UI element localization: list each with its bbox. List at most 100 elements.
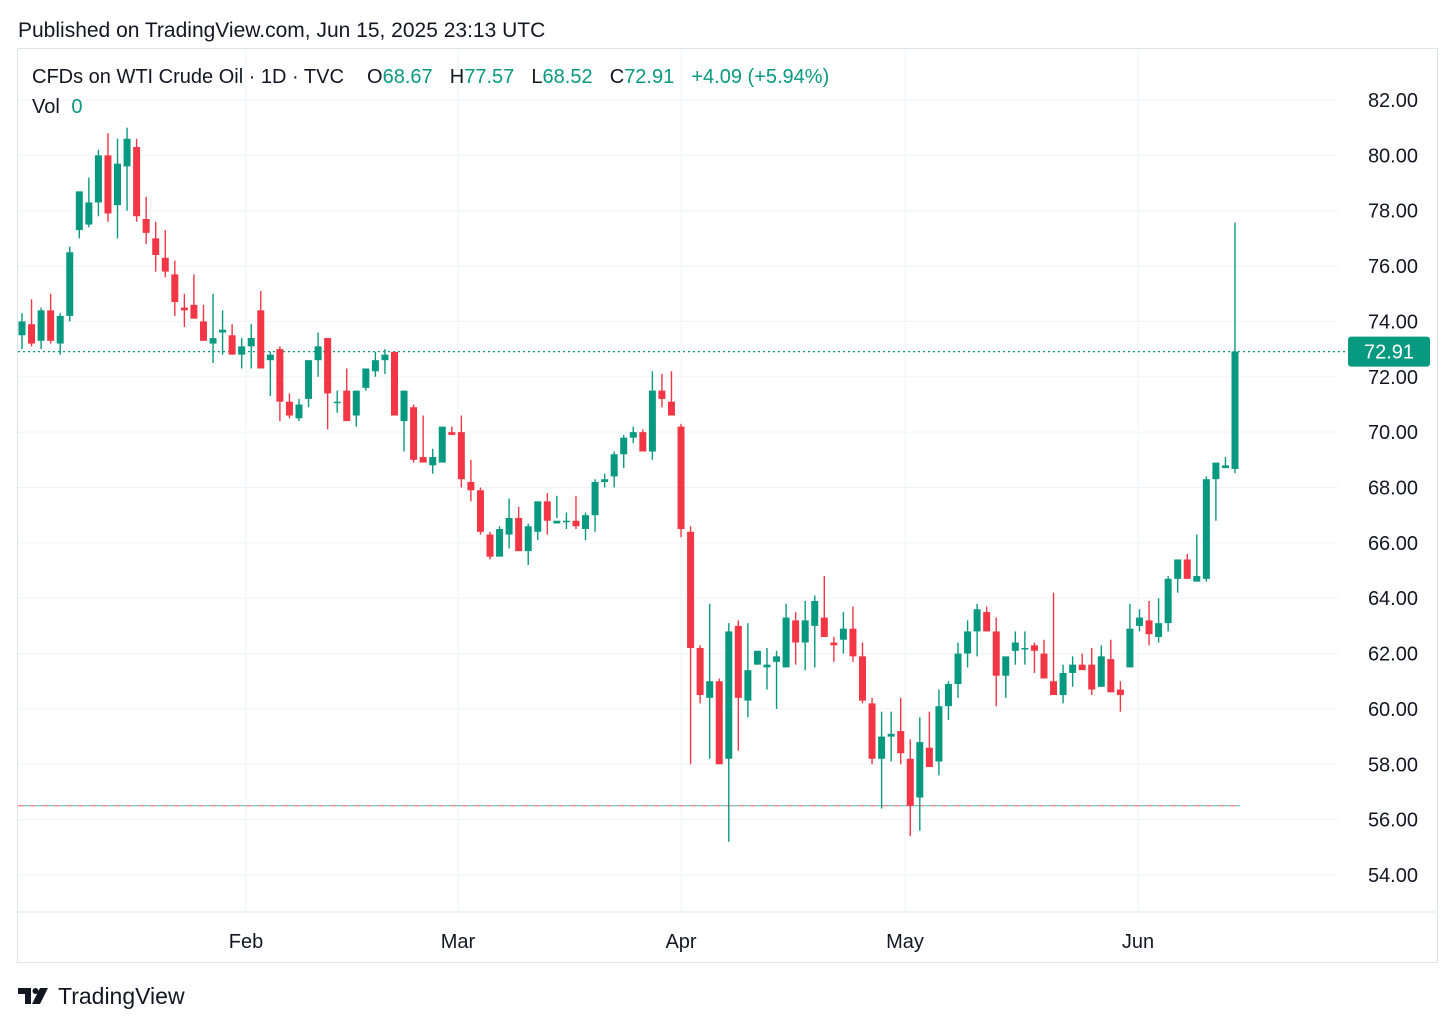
volume-value: 0 [71, 96, 83, 118]
candle-body [467, 481, 475, 491]
candle-body [104, 155, 112, 214]
y-tick-label: 64.00 [1368, 588, 1418, 610]
candle-body [925, 747, 933, 768]
high-label: H [449, 66, 465, 88]
candle-body [324, 338, 332, 394]
candle-body [753, 650, 761, 665]
candle-body [744, 670, 752, 701]
last-price-label: 72.91 [1364, 342, 1414, 364]
candle-body [1097, 656, 1105, 687]
candle-body [773, 656, 781, 662]
candle-body [1183, 559, 1191, 579]
candle-body [964, 631, 972, 654]
candle-body [878, 736, 886, 759]
candle-body [1212, 462, 1220, 480]
candle-body [410, 407, 418, 460]
candle-body [648, 390, 656, 452]
candle-body [114, 163, 122, 206]
candle-body [916, 742, 924, 798]
candle-body [887, 733, 895, 737]
x-tick-label: Mar [441, 931, 476, 953]
candle-body [1231, 351, 1239, 469]
candle-body [18, 321, 26, 336]
candle-body [983, 612, 991, 632]
footer-brand[interactable]: TradingView [18, 980, 185, 1012]
candle-body [133, 147, 141, 217]
y-tick-label: 72.00 [1368, 367, 1418, 389]
candle-body [362, 368, 370, 388]
last-price-badge [1348, 336, 1430, 367]
candle-body [28, 324, 36, 344]
candle-body [238, 346, 246, 355]
candle-body [171, 274, 179, 303]
y-tick-label: 74.00 [1368, 311, 1418, 333]
candle-body [266, 354, 274, 361]
candle-body [352, 390, 360, 416]
candle-body [152, 238, 160, 255]
candle-body [1155, 623, 1163, 637]
candle-body [190, 304, 198, 319]
candle-body [1002, 656, 1010, 676]
candle-body [1202, 479, 1210, 579]
candle-body [1164, 578, 1172, 624]
candle-body [944, 684, 952, 707]
chart-frame[interactable] [17, 48, 1438, 963]
candle-body [954, 653, 962, 685]
candle-body [37, 310, 45, 341]
candle-body [1116, 689, 1124, 696]
candle-body [1088, 664, 1096, 690]
candle-body [1030, 645, 1038, 651]
y-tick-label: 54.00 [1368, 865, 1418, 887]
candle-body [1126, 628, 1134, 668]
candle-body [314, 346, 322, 361]
candle-body [1069, 664, 1077, 673]
candle-body [1059, 672, 1067, 696]
candle-body [429, 457, 437, 466]
candle-body [534, 501, 542, 532]
candle-body [849, 628, 857, 657]
open-value: 68.67 [382, 66, 433, 88]
candle-body [209, 338, 217, 344]
y-tick-label: 60.00 [1368, 699, 1418, 721]
candle-body [792, 620, 800, 643]
candle-body [782, 617, 790, 668]
change-value: +4.09 (+5.94%) [691, 66, 830, 88]
candle-body [333, 401, 341, 404]
candle-body [515, 517, 523, 552]
candle-body [687, 531, 695, 649]
published-caption: Published on TradingView.com, Jun 15, 20… [18, 19, 546, 42]
candle-body [47, 310, 55, 341]
candle-body [906, 758, 914, 806]
candle-body [305, 360, 313, 399]
candle-body [868, 703, 876, 759]
candle-body [973, 609, 981, 632]
candle-body [992, 631, 1000, 676]
candle-body [496, 529, 504, 557]
candle-body [457, 432, 465, 480]
candle-body [1107, 659, 1115, 693]
candle-body [696, 648, 704, 696]
candle-body [562, 520, 570, 523]
candle-body [476, 490, 484, 532]
candle-body [897, 731, 905, 754]
candle-body [667, 401, 675, 416]
candle-body [610, 454, 618, 477]
candle-body [1135, 617, 1143, 626]
candle-body [85, 202, 93, 225]
candle-body [639, 432, 647, 452]
open-label: O [367, 66, 383, 88]
candle-body [94, 155, 102, 203]
candle-body [1145, 620, 1153, 635]
volume-label: Vol [32, 96, 60, 118]
y-tick-label: 76.00 [1368, 256, 1418, 278]
candle-body [123, 138, 131, 167]
x-tick-label: Apr [665, 931, 696, 953]
candle-body [180, 307, 188, 311]
candle-body [725, 631, 733, 759]
candle-body [381, 354, 389, 361]
tradingview-logo-icon [18, 988, 48, 1004]
volume-legend: Vol 0 [32, 96, 83, 119]
candle-body [1193, 576, 1201, 582]
candle-body [820, 617, 828, 637]
